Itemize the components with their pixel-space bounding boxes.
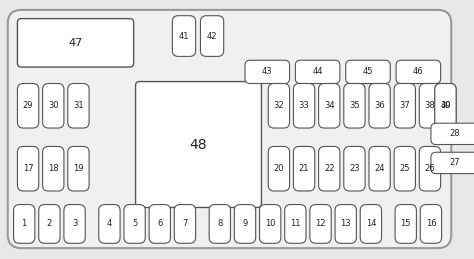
Text: 20: 20 bbox=[273, 164, 284, 173]
FancyBboxPatch shape bbox=[420, 205, 442, 243]
FancyBboxPatch shape bbox=[285, 205, 306, 243]
FancyBboxPatch shape bbox=[319, 146, 340, 191]
FancyBboxPatch shape bbox=[268, 146, 290, 191]
FancyBboxPatch shape bbox=[344, 146, 365, 191]
Text: 6: 6 bbox=[157, 219, 163, 228]
Text: 46: 46 bbox=[413, 67, 424, 76]
Text: 2: 2 bbox=[47, 219, 52, 228]
FancyBboxPatch shape bbox=[295, 60, 340, 83]
FancyBboxPatch shape bbox=[18, 146, 39, 191]
FancyBboxPatch shape bbox=[43, 83, 64, 128]
Text: 13: 13 bbox=[340, 219, 351, 228]
FancyBboxPatch shape bbox=[174, 205, 196, 243]
FancyBboxPatch shape bbox=[234, 205, 255, 243]
Text: 9: 9 bbox=[242, 219, 247, 228]
FancyBboxPatch shape bbox=[394, 146, 415, 191]
FancyBboxPatch shape bbox=[369, 83, 390, 128]
Text: 11: 11 bbox=[290, 219, 301, 228]
FancyBboxPatch shape bbox=[149, 205, 171, 243]
FancyBboxPatch shape bbox=[260, 205, 281, 243]
Text: 37: 37 bbox=[400, 101, 410, 110]
Text: 36: 36 bbox=[374, 101, 385, 110]
Text: 23: 23 bbox=[349, 164, 360, 173]
FancyBboxPatch shape bbox=[369, 146, 390, 191]
Text: 15: 15 bbox=[401, 219, 411, 228]
Text: 47: 47 bbox=[68, 38, 82, 48]
Text: 48: 48 bbox=[190, 138, 207, 152]
FancyBboxPatch shape bbox=[8, 10, 451, 248]
Text: 41: 41 bbox=[179, 32, 189, 41]
FancyBboxPatch shape bbox=[99, 205, 120, 243]
Text: 14: 14 bbox=[365, 219, 376, 228]
FancyBboxPatch shape bbox=[39, 205, 60, 243]
FancyBboxPatch shape bbox=[394, 83, 415, 128]
FancyBboxPatch shape bbox=[68, 146, 89, 191]
FancyBboxPatch shape bbox=[419, 83, 441, 128]
FancyBboxPatch shape bbox=[310, 205, 331, 243]
FancyBboxPatch shape bbox=[209, 205, 230, 243]
Text: 25: 25 bbox=[400, 164, 410, 173]
FancyBboxPatch shape bbox=[245, 60, 290, 83]
Text: 38: 38 bbox=[425, 101, 435, 110]
Text: 19: 19 bbox=[73, 164, 84, 173]
FancyBboxPatch shape bbox=[293, 83, 315, 128]
Text: 7: 7 bbox=[182, 219, 188, 228]
FancyBboxPatch shape bbox=[201, 16, 224, 56]
Text: 28: 28 bbox=[450, 129, 460, 138]
FancyBboxPatch shape bbox=[435, 83, 456, 128]
Text: 16: 16 bbox=[426, 219, 436, 228]
FancyBboxPatch shape bbox=[395, 205, 416, 243]
Text: 17: 17 bbox=[23, 164, 33, 173]
FancyBboxPatch shape bbox=[435, 83, 456, 128]
Text: 44: 44 bbox=[312, 67, 323, 76]
Text: 22: 22 bbox=[324, 164, 335, 173]
Text: 32: 32 bbox=[273, 101, 284, 110]
FancyBboxPatch shape bbox=[346, 60, 390, 83]
FancyBboxPatch shape bbox=[136, 82, 262, 207]
Text: 39: 39 bbox=[440, 101, 451, 110]
Text: 1: 1 bbox=[22, 219, 27, 228]
Text: 5: 5 bbox=[132, 219, 137, 228]
Text: 35: 35 bbox=[349, 101, 360, 110]
Text: 21: 21 bbox=[299, 164, 310, 173]
FancyBboxPatch shape bbox=[419, 146, 441, 191]
Text: 29: 29 bbox=[23, 101, 33, 110]
FancyBboxPatch shape bbox=[43, 146, 64, 191]
FancyBboxPatch shape bbox=[18, 83, 39, 128]
FancyBboxPatch shape bbox=[319, 83, 340, 128]
FancyBboxPatch shape bbox=[396, 60, 441, 83]
Text: 33: 33 bbox=[299, 101, 310, 110]
FancyBboxPatch shape bbox=[360, 205, 382, 243]
Text: 43: 43 bbox=[262, 67, 273, 76]
Text: 12: 12 bbox=[315, 219, 326, 228]
FancyBboxPatch shape bbox=[268, 83, 290, 128]
FancyBboxPatch shape bbox=[431, 123, 474, 145]
Text: 26: 26 bbox=[425, 164, 435, 173]
FancyBboxPatch shape bbox=[68, 83, 89, 128]
Text: 24: 24 bbox=[374, 164, 385, 173]
Text: 4: 4 bbox=[107, 219, 112, 228]
Text: 34: 34 bbox=[324, 101, 335, 110]
FancyBboxPatch shape bbox=[173, 16, 196, 56]
FancyBboxPatch shape bbox=[293, 146, 315, 191]
Text: 8: 8 bbox=[217, 219, 222, 228]
FancyBboxPatch shape bbox=[335, 205, 356, 243]
Text: 40: 40 bbox=[440, 101, 451, 110]
FancyBboxPatch shape bbox=[64, 205, 85, 243]
Text: 27: 27 bbox=[450, 159, 460, 167]
FancyBboxPatch shape bbox=[18, 19, 134, 67]
Text: 31: 31 bbox=[73, 101, 84, 110]
Text: 10: 10 bbox=[265, 219, 275, 228]
FancyBboxPatch shape bbox=[431, 152, 474, 174]
Text: 42: 42 bbox=[207, 32, 217, 41]
Text: 30: 30 bbox=[48, 101, 59, 110]
FancyBboxPatch shape bbox=[124, 205, 145, 243]
FancyBboxPatch shape bbox=[344, 83, 365, 128]
FancyBboxPatch shape bbox=[14, 205, 35, 243]
Text: 3: 3 bbox=[72, 219, 77, 228]
Text: 45: 45 bbox=[363, 67, 373, 76]
Text: 18: 18 bbox=[48, 164, 59, 173]
